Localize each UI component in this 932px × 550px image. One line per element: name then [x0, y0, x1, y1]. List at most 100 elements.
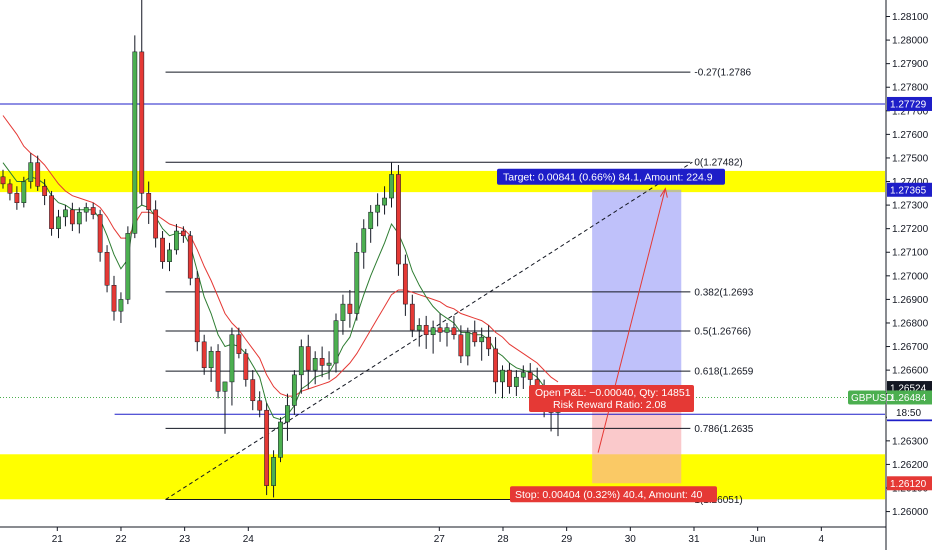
candle-body [444, 327, 450, 333]
candle-body [76, 211, 82, 225]
candle-body [201, 341, 207, 369]
candle-body [187, 235, 193, 279]
candle-body [333, 320, 339, 364]
candle-body [285, 405, 290, 423]
price-tag-bg [887, 182, 932, 197]
y-tick-label: 1.27100 [892, 248, 929, 259]
candle-body [0, 176, 6, 185]
candle-body [278, 421, 283, 458]
position-labels: Target: 0.00841 (0.66%) 84.1, Amount: 22… [497, 168, 725, 503]
candle-body [243, 353, 249, 380]
bar-countdown-timer: 18:50 [896, 408, 921, 419]
x-tick-label: 23 [179, 534, 191, 545]
fib-level-label: 1(1.26051) [694, 495, 742, 506]
y-tick-label: 1.27900 [892, 59, 929, 70]
candle-body [472, 332, 478, 343]
x-tick-label: 30 [625, 534, 637, 545]
candle-body [14, 193, 20, 203]
candle-body [520, 372, 526, 378]
candle-body [229, 334, 235, 383]
candle-body [28, 162, 34, 182]
y-tick-label: 1.27600 [892, 130, 929, 141]
open-pnl-label: Open P&L: −0.00040, Qty: 14851 [535, 387, 691, 399]
candle-body [264, 409, 270, 486]
price-tag-label: 1.26484 [890, 393, 927, 404]
candle-body [347, 303, 353, 314]
candle-body [180, 230, 186, 236]
candle-body [354, 251, 360, 314]
y-tick-label: 1.26600 [892, 366, 929, 377]
price-tag-label: 1.26524 [890, 384, 927, 395]
x-tick-label: 21 [52, 534, 64, 545]
long-position-tool[interactable] [592, 189, 682, 484]
candle-body [49, 195, 54, 229]
candle-body [513, 376, 519, 387]
candle-body [493, 348, 498, 383]
candle-body [500, 369, 505, 383]
y-tick-label: 1.27300 [892, 201, 929, 212]
candle-body [139, 51, 145, 194]
price-tag-bg [887, 390, 932, 405]
stop-label-box [510, 486, 717, 503]
projection-arrow-head [659, 187, 668, 198]
price-tag-label: 1.26120 [890, 479, 927, 490]
fib-level-label: 0.382(1.2693 [694, 287, 753, 298]
candle-body [271, 457, 276, 486]
x-tick-label: 4 [819, 534, 825, 545]
candles [0, 0, 561, 498]
candle-body [465, 332, 471, 357]
candle-body [326, 362, 332, 366]
candle-body [257, 400, 263, 411]
candle-body [340, 303, 346, 321]
candle-body [42, 185, 48, 196]
candle-body [430, 327, 436, 336]
price-tag-bg [887, 476, 932, 491]
candle-body [458, 334, 464, 357]
y-tick-label: 1.27500 [892, 153, 929, 164]
candle-body [361, 228, 367, 253]
candle-body [160, 237, 165, 262]
candle-body [291, 374, 297, 406]
fib-level-label: 0.786(1.2635 [694, 424, 753, 435]
candle-body [382, 197, 387, 206]
target-label: Target: 0.00841 (0.66%) 84.1, Amount: 22… [503, 171, 713, 183]
price-tag-label: 1.27365 [890, 185, 927, 196]
candle-body [409, 303, 415, 331]
x-tick-label: 22 [115, 534, 127, 545]
candle-body [118, 299, 124, 312]
candle-body [298, 346, 304, 376]
candle-body [208, 351, 214, 369]
price-tag-label: 1.27729 [890, 99, 927, 110]
candle-body [437, 327, 443, 333]
fibonacci-retracement[interactable]: -0.27(1.2786 0(1.27482) 0.382(1.2693 0.5(1.… [165, 68, 754, 506]
candle-body [167, 249, 172, 262]
candle-body [305, 346, 311, 371]
y-tick-label: 1.28000 [892, 36, 929, 47]
x-tick-label: 28 [497, 534, 509, 545]
candle-body [507, 369, 512, 387]
candle-body [368, 211, 374, 229]
price-tag-bg [887, 96, 932, 111]
candle-body [132, 51, 138, 234]
candle-body [222, 381, 228, 392]
candle-body [90, 207, 96, 215]
fib-level-label: 0.618(1.2659 [694, 367, 753, 378]
candle-body [250, 379, 256, 402]
y-axis[interactable]: 1.28100 1.28000 1.27900 1.27800 1.27700 1.276… [886, 12, 929, 518]
symbol-tag-bg [848, 390, 886, 405]
fib-level-label: 0.5(1.26766) [694, 326, 751, 337]
candle-body [35, 162, 41, 187]
fib-level-label: -0.27(1.2786 [694, 68, 751, 79]
candle-body [215, 351, 221, 392]
horizontal-lines[interactable] [0, 103, 885, 415]
y-tick-label: 1.26200 [892, 460, 929, 471]
candle-body [416, 325, 422, 331]
candle-body [174, 230, 179, 251]
y-tick-label: 1.28100 [892, 12, 929, 23]
x-axis: 21 22 23 24 27 28 29 30 31 Jun 4 [52, 527, 825, 545]
axes [0, 0, 887, 550]
candle-body [486, 336, 492, 350]
y-tick-label: 1.27200 [892, 224, 929, 235]
candle-body [312, 358, 318, 371]
